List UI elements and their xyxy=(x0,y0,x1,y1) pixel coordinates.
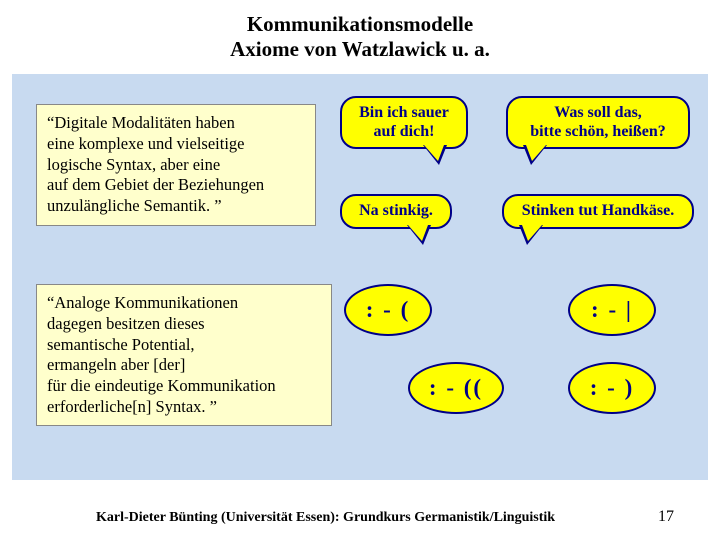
emote2-text: : - | xyxy=(591,297,633,323)
quote-digital-l3: logische Syntax, aber eine xyxy=(47,155,305,176)
emote3-text: : - (( xyxy=(429,375,483,401)
speech-bubble-3: Na stinkig. xyxy=(340,194,452,228)
quote-analog-l5: für die eindeutige Kommunikation xyxy=(47,376,321,397)
quote-digital-l2: eine komplexe und vielseitige xyxy=(47,134,305,155)
footer-citation: Karl-Dieter Bünting (Universität Essen):… xyxy=(96,510,555,525)
bubble1-l2: auf dich! xyxy=(352,123,456,141)
emote1-text: : - ( xyxy=(366,297,410,323)
quote-digital-l1: “Digitale Modalitäten haben xyxy=(47,113,305,134)
quote-analog-l3: semantische Potential, xyxy=(47,335,321,356)
bubble2-l2: bitte schön, heißen? xyxy=(518,123,678,141)
quote-digital: “Digitale Modalitäten haben eine komplex… xyxy=(36,104,316,225)
emoticon-sad: : - ( xyxy=(344,284,432,336)
speech-bubble-4: Stinken tut Handkäse. xyxy=(502,194,694,228)
emoticon-neutral: : - | xyxy=(568,284,656,336)
slide-footer: Karl-Dieter Bünting (Universität Essen):… xyxy=(0,510,720,526)
emote4-text: : - ) xyxy=(590,375,634,401)
content-panel: “Digitale Modalitäten haben eine komplex… xyxy=(12,74,708,480)
speech-bubble-2: Was soll das, bitte schön, heißen? xyxy=(506,96,690,149)
quote-analog-l4: ermangeln aber [der] xyxy=(47,355,321,376)
bubble1-l1: Bin ich sauer xyxy=(352,104,456,122)
speech-bubble-1: Bin ich sauer auf dich! xyxy=(340,96,468,149)
title-line-2: Axiome von Watzlawick u. a. xyxy=(0,37,720,62)
bubble4-text: Stinken tut Handkäse. xyxy=(522,202,675,219)
quote-analog-l6: erforderliche[n] Syntax. ” xyxy=(47,397,321,418)
emoticon-happy: : - ) xyxy=(568,362,656,414)
bubble3-text: Na stinkig. xyxy=(359,202,433,219)
quote-digital-l5: unzulängliche Semantik. ” xyxy=(47,196,305,217)
quote-analog: “Analoge Kommunikationen dagegen besitze… xyxy=(36,284,332,426)
quote-analog-l1: “Analoge Kommunikationen xyxy=(47,293,321,314)
emoticon-very-sad: : - (( xyxy=(408,362,504,414)
page-number: 17 xyxy=(658,508,674,526)
title-line-1: Kommunikationsmodelle xyxy=(0,12,720,37)
slide-title: Kommunikationsmodelle Axiome von Watzlaw… xyxy=(0,0,720,68)
quote-analog-l2: dagegen besitzen dieses xyxy=(47,314,321,335)
bubble2-l1: Was soll das, xyxy=(518,104,678,122)
quote-digital-l4: auf dem Gebiet der Beziehungen xyxy=(47,175,305,196)
